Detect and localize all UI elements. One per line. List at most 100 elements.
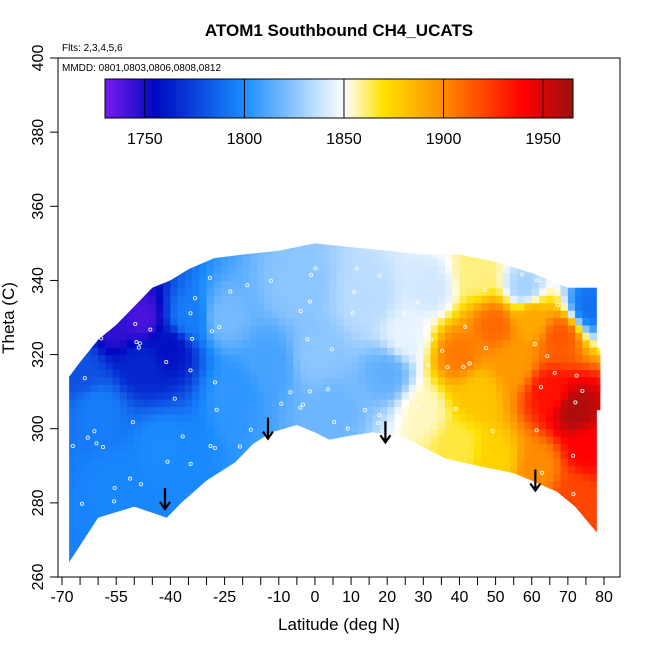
heatmap-cell: [553, 502, 562, 511]
heatmap-cell: [83, 369, 92, 378]
heatmap-cell: [300, 347, 309, 356]
heatmap-cell: [155, 310, 164, 319]
heatmap-cell: [235, 495, 244, 504]
heatmap-cell: [408, 265, 417, 274]
heatmap-cell: [510, 317, 518, 326]
heatmap-cell: [127, 443, 135, 452]
heatmap-cell: [271, 324, 280, 333]
sample-point: [362, 408, 367, 413]
heatmap-cell: [575, 339, 583, 348]
heatmap-cell: [408, 554, 417, 563]
heatmap-cell: [510, 243, 518, 244]
heatmap-cell: [307, 295, 316, 304]
heatmap-cell: [459, 250, 468, 259]
heatmap-cell: [329, 443, 338, 452]
heatmap-cell: [221, 532, 229, 541]
heatmap-cell: [69, 458, 77, 467]
heatmap-cell: [560, 473, 569, 482]
heatmap-cell: [163, 562, 171, 570]
heatmap-cell: [293, 495, 302, 504]
heatmap-cell: [531, 250, 540, 259]
heatmap-cell: [401, 532, 410, 541]
heatmap-cell: [141, 451, 150, 459]
heatmap-cell: [271, 502, 280, 511]
heatmap-cell: [149, 562, 157, 570]
heatmap-cell: [264, 332, 273, 341]
heatmap-cell: [524, 273, 533, 281]
heatmap-cell: [105, 562, 113, 570]
heatmap-cell: [495, 265, 504, 274]
heatmap-cell: [170, 413, 179, 422]
heatmap-cell: [249, 332, 258, 341]
heatmap-cell: [69, 451, 70, 459]
heatmap-cell: [336, 302, 345, 311]
sample-point: [463, 324, 468, 329]
heatmap-cell: [69, 539, 77, 548]
heatmap-cell: [372, 458, 381, 467]
heatmap-cell: [589, 525, 598, 534]
heatmap-cell: [307, 391, 316, 400]
heatmap-cell: [235, 458, 244, 467]
heatmap-cell: [351, 510, 359, 519]
heatmap-cell: [184, 347, 193, 356]
heatmap-cell: [69, 339, 77, 348]
heatmap-cell: [278, 465, 287, 474]
heatmap-cell: [286, 510, 294, 519]
heatmap-cell: [531, 547, 540, 556]
heatmap-cell: [343, 265, 352, 274]
heatmap-cell: [524, 265, 533, 274]
heatmap-cell: [430, 517, 439, 526]
heatmap-cell: [314, 517, 323, 526]
heatmap-cell: [575, 413, 583, 422]
heatmap-cell: [69, 517, 77, 526]
heatmap-cell: [343, 532, 352, 541]
heatmap-cell: [322, 273, 330, 281]
heatmap-cell: [221, 443, 229, 452]
heatmap-cell: [293, 243, 302, 244]
heatmap-cell: [531, 369, 540, 378]
heatmap-cell: [430, 391, 439, 400]
heatmap-cell: [163, 554, 171, 563]
heatmap-cell: [336, 547, 345, 556]
heatmap-cell: [437, 362, 446, 370]
heatmap-cell: [596, 243, 601, 252]
heatmap-cell: [401, 243, 410, 252]
heatmap-cell: [278, 287, 287, 296]
heatmap-cell: [119, 354, 128, 363]
x-tick-label: 70: [559, 589, 577, 606]
heatmap-cell: [163, 428, 171, 437]
heatmap-cell: [481, 273, 489, 281]
heatmap-cell: [206, 243, 215, 244]
heatmap-cell: [423, 258, 432, 267]
heatmap-cell: [271, 391, 280, 400]
heatmap-cell: [69, 480, 70, 489]
sample-point: [92, 429, 97, 434]
heatmap-cell: [170, 250, 179, 259]
heatmap-cell: [531, 354, 540, 363]
heatmap-cell: [112, 532, 121, 541]
heatmap-cell: [213, 436, 222, 445]
heatmap-cell: [343, 473, 352, 482]
heatmap-cell: [452, 258, 460, 267]
heatmap-cell: [235, 362, 244, 370]
heatmap-cell: [249, 280, 258, 289]
heatmap-cell: [553, 339, 562, 348]
heatmap-cell: [221, 465, 229, 474]
colorbar-segment: [280, 79, 285, 118]
heatmap-cell: [408, 354, 417, 363]
heatmap-cell: [459, 436, 468, 445]
heatmap-cell: [76, 510, 85, 519]
heatmap-cell: [452, 539, 460, 548]
heatmap-cell: [336, 243, 345, 252]
heatmap-cell: [221, 451, 229, 459]
x-tick-label: 50: [487, 589, 505, 606]
heatmap-cell: [184, 517, 193, 526]
heatmap-cell: [69, 399, 70, 408]
heatmap-cell: [553, 243, 562, 252]
heatmap-cell: [329, 421, 338, 430]
heatmap-cell: [83, 525, 92, 534]
heatmap-cell: [473, 347, 482, 356]
heatmap-cell: [141, 510, 150, 519]
heatmap-cell: [206, 332, 215, 341]
heatmap-cell: [141, 406, 150, 415]
